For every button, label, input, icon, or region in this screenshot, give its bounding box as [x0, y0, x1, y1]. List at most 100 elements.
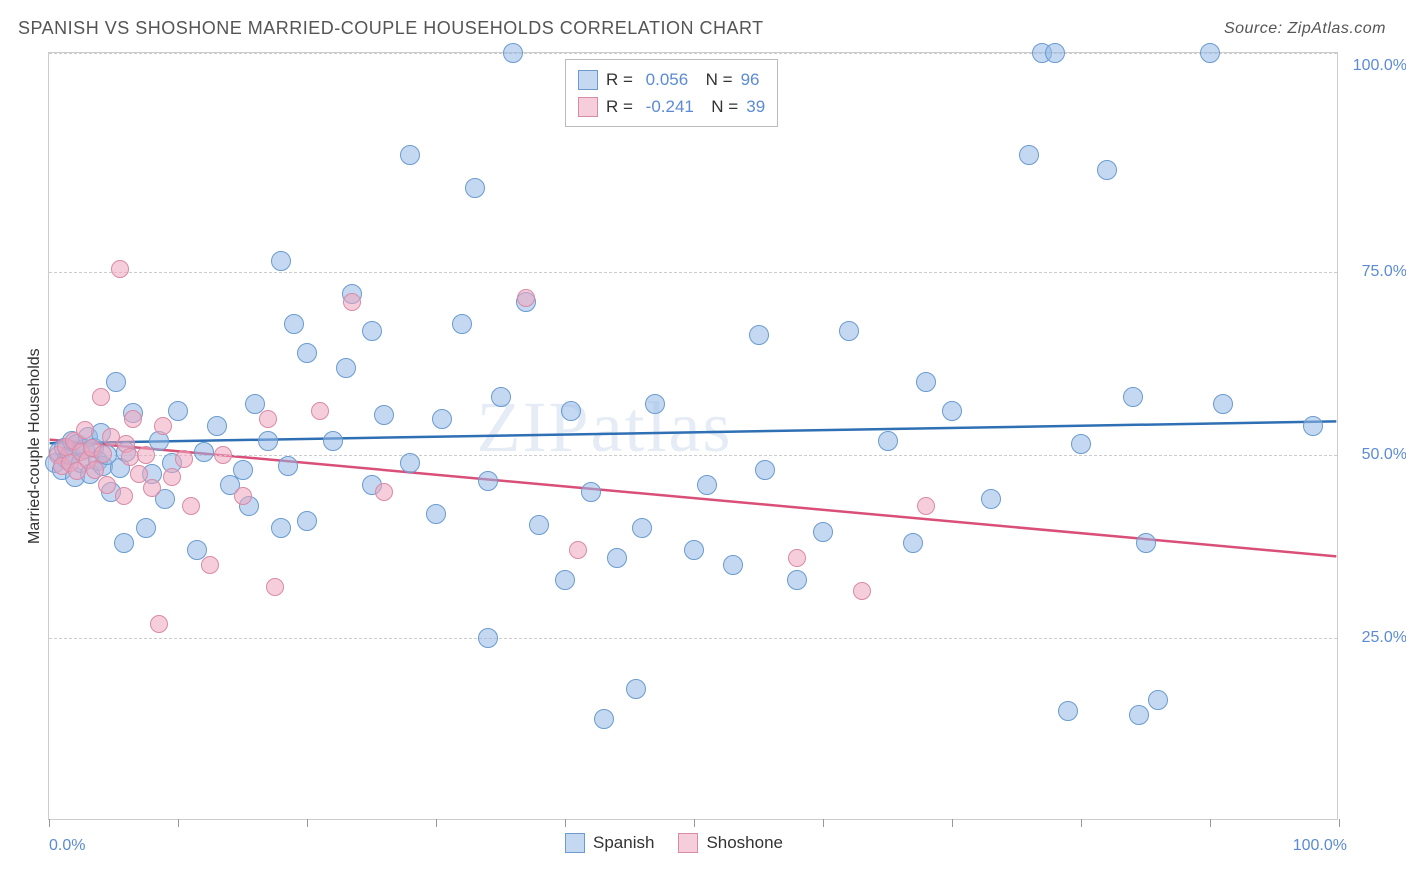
data-point [111, 260, 129, 278]
data-point [106, 372, 126, 392]
data-point [432, 409, 452, 429]
data-point [645, 394, 665, 414]
data-point [98, 476, 116, 494]
data-point [684, 540, 704, 560]
series-legend: Spanish Shoshone [565, 833, 783, 853]
legend-r-value: -0.241 [646, 93, 694, 120]
source-label: Source: ZipAtlas.com [1224, 20, 1386, 38]
data-point [903, 533, 923, 553]
data-point [723, 555, 743, 575]
data-point [452, 314, 472, 334]
data-point [271, 518, 291, 538]
data-point [154, 417, 172, 435]
data-point [581, 482, 601, 502]
data-point [168, 401, 188, 421]
data-point [917, 497, 935, 515]
data-point [503, 43, 523, 63]
data-point [278, 456, 298, 476]
trend-lines-svg [49, 53, 1337, 819]
data-point [465, 178, 485, 198]
data-point [124, 410, 142, 428]
x-tick [436, 819, 437, 827]
data-point [1136, 533, 1156, 553]
data-point [1123, 387, 1143, 407]
data-point [115, 487, 133, 505]
legend-r-label: R = [606, 66, 638, 93]
data-point [76, 421, 94, 439]
data-point [400, 453, 420, 473]
chart-container: SPANISH VS SHOSHONE MARRIED-COUPLE HOUSE… [0, 0, 1406, 892]
data-point [1097, 160, 1117, 180]
data-point [271, 251, 291, 271]
data-point [942, 401, 962, 421]
x-tick [1210, 819, 1211, 827]
data-point [194, 442, 214, 462]
data-point [374, 405, 394, 425]
data-point [607, 548, 627, 568]
data-point [233, 460, 253, 480]
x-tick [565, 819, 566, 827]
data-point [813, 522, 833, 542]
data-point [491, 387, 511, 407]
data-point [136, 518, 156, 538]
plot-area: ZIPatlas R = 0.056 N =96R = -0.241 N =39… [48, 52, 1338, 820]
gridline [49, 272, 1337, 273]
data-point [150, 615, 168, 633]
legend-swatch [578, 97, 598, 117]
series-name: Shoshone [706, 833, 783, 853]
legend-swatch [565, 833, 585, 853]
data-point [916, 372, 936, 392]
legend-row: R = 0.056 N =96 [578, 66, 765, 93]
data-point [163, 468, 181, 486]
data-point [94, 445, 112, 463]
data-point [362, 321, 382, 341]
legend-r-value: 0.056 [646, 66, 689, 93]
data-point [569, 541, 587, 559]
data-point [234, 487, 252, 505]
x-tick [1081, 819, 1082, 827]
data-point [1148, 690, 1168, 710]
legend-n-label: N = [696, 66, 732, 93]
x-max-label: 100.0% [1293, 837, 1347, 855]
x-tick [952, 819, 953, 827]
legend-row: R = -0.241 N =39 [578, 93, 765, 120]
data-point [343, 293, 361, 311]
data-point [284, 314, 304, 334]
data-point [1071, 434, 1091, 454]
data-point [130, 465, 148, 483]
legend-swatch [578, 70, 598, 90]
data-point [517, 289, 535, 307]
x-tick [178, 819, 179, 827]
data-point [426, 504, 446, 524]
data-point [755, 460, 775, 480]
data-point [561, 401, 581, 421]
x-tick [694, 819, 695, 827]
data-point [749, 325, 769, 345]
y-axis-title: Married-couple Households [26, 348, 44, 544]
y-tick-label: 75.0% [1347, 263, 1406, 281]
gridline [49, 53, 1337, 54]
chart-title: SPANISH VS SHOSHONE MARRIED-COUPLE HOUSE… [18, 18, 764, 39]
data-point [853, 582, 871, 600]
y-tick-label: 25.0% [1347, 629, 1406, 647]
data-point [214, 446, 232, 464]
x-tick [49, 819, 50, 827]
y-tick-label: 50.0% [1347, 446, 1406, 464]
x-tick [1339, 819, 1340, 827]
x-tick [823, 819, 824, 827]
data-point [981, 489, 1001, 509]
x-tick [307, 819, 308, 827]
data-point [143, 479, 161, 497]
data-point [478, 471, 498, 491]
data-point [297, 511, 317, 531]
data-point [839, 321, 859, 341]
data-point [258, 431, 278, 451]
data-point [555, 570, 575, 590]
data-point [114, 533, 134, 553]
data-point [175, 450, 193, 468]
series-name: Spanish [593, 833, 654, 853]
data-point [336, 358, 356, 378]
data-point [182, 497, 200, 515]
data-point [788, 549, 806, 567]
data-point [323, 431, 343, 451]
